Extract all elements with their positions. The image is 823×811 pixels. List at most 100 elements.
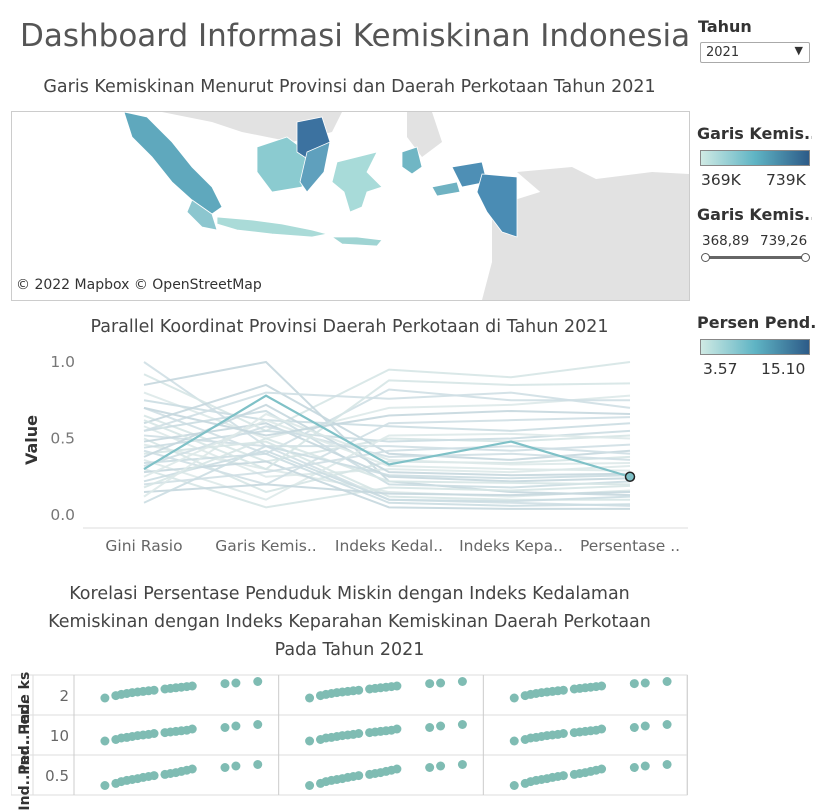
scatter-point <box>436 721 446 731</box>
scatter-point <box>187 764 197 774</box>
maluku-south <box>431 181 461 197</box>
scatter-point <box>305 693 315 703</box>
parallel-line <box>143 412 631 498</box>
indonesia-map[interactable] <box>11 111 690 301</box>
scatter-point <box>392 764 402 774</box>
scatter-row-label: Ind..Per.. <box>17 739 33 810</box>
scatter-point <box>231 721 241 731</box>
parallel-y-axis-label: Value <box>22 415 41 465</box>
scatter-point <box>253 677 263 686</box>
parallel-y-tick-label: 1.0 <box>50 353 75 371</box>
scatter-point <box>354 685 364 695</box>
parallel-title: Parallel Koordinat Provinsi Daerah Perko… <box>90 317 609 337</box>
kalimantan-west <box>256 136 308 193</box>
philippines-land <box>407 112 442 157</box>
scatter-point <box>100 736 110 746</box>
scatter-point <box>253 720 263 729</box>
scatter-point <box>392 724 402 734</box>
scatter-point <box>100 781 110 790</box>
scatter-point <box>220 723 230 732</box>
scatter-point <box>305 736 315 746</box>
parallel-line <box>143 391 631 432</box>
parallel-selected-point <box>624 471 636 482</box>
scatter-title-line-1: Korelasi Persentase Penduduk Miskin deng… <box>69 584 630 604</box>
parallel-line <box>143 445 631 504</box>
parallel-line <box>143 445 631 486</box>
parallel-line <box>143 399 631 432</box>
scatter-point <box>253 760 263 769</box>
legend-persen-min: 3.57 <box>703 360 738 378</box>
scatter-point <box>640 678 650 688</box>
scatter-point <box>392 681 402 691</box>
parallel-line-highlighted <box>143 394 631 478</box>
parallel-axis-ticks: Gini Rasio Garis Kemis.. Indeks Kedal.. Ind… <box>50 353 680 555</box>
scatter-point <box>425 723 435 732</box>
scatter-point <box>425 763 435 772</box>
scatter-row-label: Inde ks.. <box>17 672 33 729</box>
scatter-title-line-3: Pada Tahun 2021 <box>274 640 425 660</box>
scatter-point <box>436 761 446 771</box>
legend-garis-max: 739K <box>766 171 806 189</box>
parallel-line <box>143 452 631 507</box>
legend-persen-ramp <box>700 339 810 355</box>
png-land <box>517 167 612 207</box>
parallel-line <box>143 416 631 486</box>
scatter-title-line-2: Kemiskinan dengan Indeks Keparahan Kemis… <box>48 612 651 632</box>
scatter-point <box>457 677 467 686</box>
parallel-x-tick-label: Indeks Kedal.. <box>335 537 443 555</box>
australia-land <box>482 172 689 300</box>
scatter-point <box>231 761 241 771</box>
range-slider-low-handle[interactable] <box>701 253 710 262</box>
scatter-frame: Inde ks.. 2 Ind..Per.. 10 Ind..Per.. 0.5 <box>11 672 688 811</box>
parallel-line <box>143 409 631 489</box>
scatter-matrix[interactable]: Inde ks.. 2 Ind..Per.. 10 Ind..Per.. 0.5 <box>11 672 688 811</box>
scatter-row-label: Ind..Per.. <box>17 699 33 770</box>
scatter-point <box>149 685 159 695</box>
parallel-line <box>143 468 631 509</box>
scatter-point <box>187 724 197 734</box>
scatter-point <box>662 677 672 686</box>
legend-garis-ramp <box>700 150 810 166</box>
scatter-point <box>640 761 650 771</box>
range-slider-track[interactable] <box>705 256 805 259</box>
range-filter-title: Garis Kemis.. <box>697 205 812 224</box>
parallel-y-tick-label: 0.0 <box>50 506 75 524</box>
parallel-chart[interactable]: Value Gini Rasio Garis Kemis.. Indeks Keda… <box>11 340 688 560</box>
range-filter-max: 739,26 <box>760 233 808 249</box>
scatter-row-tick: 10 <box>50 727 69 745</box>
parallel-line <box>143 437 631 489</box>
nusa-tenggara <box>330 236 383 247</box>
scatter-point <box>597 764 607 774</box>
parallel-line <box>143 403 631 477</box>
scatter-points-group <box>100 677 672 790</box>
scatter-point <box>509 781 519 790</box>
parallel-x-tick-label: Gini Rasio <box>105 537 182 555</box>
scatter-point <box>509 693 519 703</box>
scatter-row-tick: 2 <box>59 687 69 705</box>
scatter-point <box>425 679 435 689</box>
kalimantan-east <box>299 141 331 193</box>
scatter-point <box>558 729 568 738</box>
parallel-line <box>143 361 631 432</box>
year-dropdown[interactable]: 2021 ▼ <box>700 42 810 63</box>
map-svg <box>123 112 689 300</box>
range-slider-high-handle[interactable] <box>801 253 810 262</box>
papua <box>476 173 518 238</box>
parallel-line <box>143 449 631 503</box>
scatter-outer-frame <box>11 674 688 796</box>
parallel-line <box>143 483 631 497</box>
range-filter-min: 368,89 <box>702 233 750 249</box>
legend-garis-title: Garis Kemis.. <box>697 124 812 143</box>
map-copyright: © 2022 Mapbox © OpenStreetMap <box>16 277 262 293</box>
scatter-point <box>558 771 568 781</box>
scatter-point <box>662 760 672 769</box>
scatter-point <box>629 723 639 732</box>
parallel-y-tick-label: 0.5 <box>50 430 75 448</box>
scatter-point <box>640 721 650 731</box>
scatter-point <box>354 771 364 781</box>
scatter-point <box>558 685 568 695</box>
parallel-lines-group <box>143 360 636 510</box>
year-dropdown-value: 2021 <box>706 45 740 60</box>
map-title: Garis Kemiskinan Menurut Provinsi dan Da… <box>43 77 656 97</box>
sumatra-south <box>186 199 218 231</box>
